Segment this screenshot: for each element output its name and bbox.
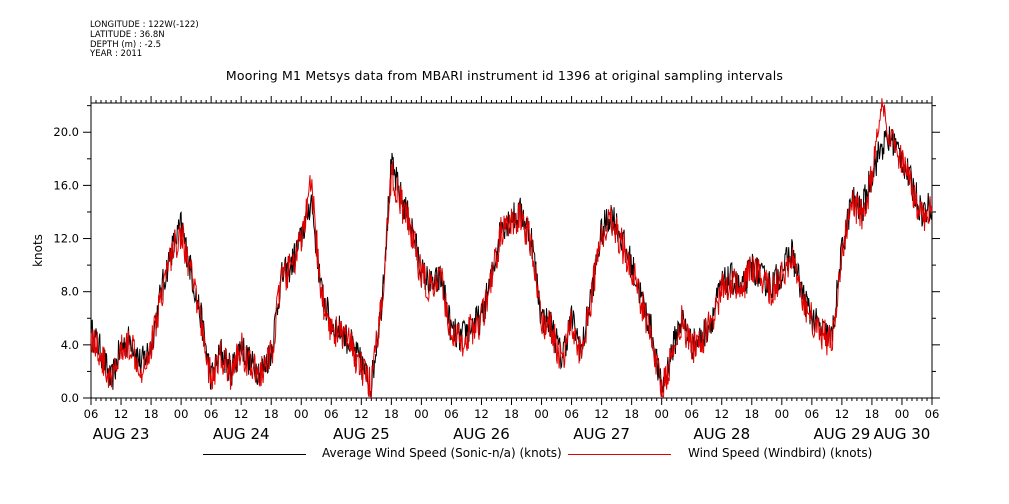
- x-tick-label: 18: [624, 407, 639, 421]
- x-tick-label: 06: [444, 407, 459, 421]
- x-tick-label: 00: [534, 407, 549, 421]
- x-tick-label: 18: [144, 407, 159, 421]
- x-tick-label: 00: [414, 407, 429, 421]
- y-tick-label: 16.0: [53, 178, 79, 192]
- date-label: AUG 23: [93, 425, 150, 443]
- x-tick-label: 00: [895, 407, 910, 421]
- x-tick-label: 00: [654, 407, 669, 421]
- x-tick-label: 12: [474, 407, 489, 421]
- axes: [83, 96, 940, 405]
- axis-labels: 0.0 4.0 8.0 12.0 16.0 20.0 06 12 18 00 06 12 18 00 06 1…: [31, 125, 939, 443]
- x-tick-label: 00: [775, 407, 790, 421]
- x-tick-label: 06: [684, 407, 699, 421]
- legend-label-windbird: Wind Speed (Windbird) (knots): [688, 446, 873, 460]
- x-tick-label: 06: [324, 407, 339, 421]
- year-label: YEAR : 2011: [90, 49, 143, 60]
- x-tick-label: 12: [234, 407, 249, 421]
- x-tick-label: 18: [384, 407, 399, 421]
- x-tick-label: 00: [294, 407, 309, 421]
- series-windbird-wind-speed: [90, 98, 933, 398]
- date-label: AUG 30: [874, 425, 931, 443]
- x-tick-label: 12: [714, 407, 729, 421]
- x-tick-label: 06: [805, 407, 820, 421]
- x-tick-label: 18: [865, 407, 880, 421]
- x-tick-label: 06: [564, 407, 579, 421]
- date-label: AUG 29: [814, 425, 871, 443]
- x-tick-label: 06: [204, 407, 219, 421]
- y-tick-label: 20.0: [53, 125, 79, 139]
- date-label: AUG 27: [573, 425, 630, 443]
- x-tick-label: 12: [114, 407, 129, 421]
- series-line: [90, 98, 933, 398]
- x-tick-label: 18: [744, 407, 759, 421]
- x-tick-label: 12: [835, 407, 850, 421]
- longitude-label: LONGITUDE : 122W(-122): [90, 20, 199, 30]
- legend: Average Wind Speed (Sonic-n/a) (knots) W…: [0, 445, 1009, 465]
- x-tick-label: 18: [264, 407, 279, 421]
- date-label: AUG 25: [333, 425, 390, 443]
- legend-line-windbird: [568, 454, 671, 455]
- date-label: AUG 24: [213, 425, 270, 443]
- x-tick-label: 06: [925, 407, 940, 421]
- legend-label-average: Average Wind Speed (Sonic-n/a) (knots): [322, 446, 562, 460]
- y-tick-label: 12.0: [53, 232, 79, 246]
- y-tick-label: 8.0: [61, 285, 79, 299]
- plot-frame: [90, 102, 933, 399]
- x-tick-label: 06: [84, 407, 99, 421]
- y-tick-label: 4.0: [61, 338, 79, 352]
- legend-line-average: [203, 454, 306, 455]
- latitude-label: LATITUDE : 36.8N: [90, 29, 165, 40]
- date-label: AUG 26: [453, 425, 510, 443]
- chart-title: Mooring M1 Metsys data from MBARI instru…: [225, 68, 784, 83]
- x-tick-label: 00: [174, 407, 189, 421]
- x-tick-label: 18: [504, 407, 519, 421]
- x-tick-label: 12: [354, 407, 369, 421]
- y-axis-label: knots: [31, 234, 45, 267]
- depth-label: DEPTH (m) : -2.5: [90, 39, 162, 50]
- y-tick-label: 0.0: [61, 391, 79, 405]
- x-tick-label: 12: [594, 407, 609, 421]
- date-label: AUG 28: [693, 425, 750, 443]
- metadata-block: LONGITUDE : 122W(-122) LATITUDE : 36.8N …: [90, 20, 199, 60]
